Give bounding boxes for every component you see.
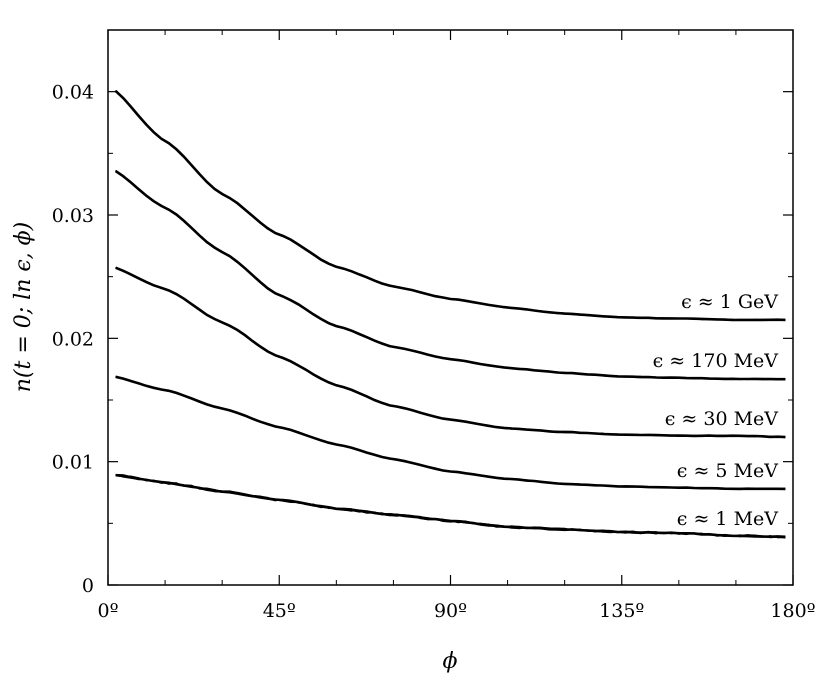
series-line <box>115 89 786 321</box>
series-line <box>115 170 786 381</box>
series-line <box>115 170 786 381</box>
series-line <box>115 90 786 321</box>
series-line <box>115 375 786 490</box>
series-label: ϵ ≈ 170 MeV <box>653 350 779 372</box>
series-line <box>115 90 786 321</box>
y-tick-label: 0 <box>82 575 94 597</box>
series-label: ϵ ≈ 5 MeV <box>677 460 778 482</box>
y-tick-label: 0.02 <box>52 328 94 350</box>
y-tick-label: 0.04 <box>52 82 94 104</box>
y-axis-label: n(t = 0; ln ϵ, ϕ) <box>11 222 36 393</box>
series-line <box>114 169 786 381</box>
series-label: ϵ ≈ 1 GeV <box>681 291 778 313</box>
ticks: 0º 45º 90º 135º 180º 0 0.01 0.02 0.03 0.04 <box>52 30 816 622</box>
series-line <box>114 89 786 322</box>
x-tick-label: 0º <box>97 600 118 622</box>
series-line <box>115 170 786 381</box>
x-axis-label: ϕ <box>443 649 458 674</box>
series-line <box>115 89 786 321</box>
labels: ϵ ≈ 1 GeV ϵ ≈ 170 MeV ϵ ≈ 30 MeV ϵ ≈ 5 MeV ϵ… <box>653 291 779 530</box>
series-line <box>115 474 786 539</box>
x-tick-label: 135º <box>599 600 644 622</box>
x-tick-label: 90º <box>434 600 467 622</box>
y-tick-label: 0.01 <box>52 452 94 474</box>
series-label: ϵ ≈ 30 MeV <box>665 408 779 430</box>
curves <box>114 89 786 539</box>
x-tick-label: 45º <box>263 600 296 622</box>
x-tick-label: 180º <box>770 600 815 622</box>
series-line <box>115 91 786 321</box>
series-label: ϵ ≈ 1 MeV <box>677 508 778 530</box>
series-line <box>115 170 786 381</box>
y-tick-label: 0.03 <box>52 205 94 227</box>
series-line <box>115 266 786 438</box>
series-line <box>115 170 786 381</box>
